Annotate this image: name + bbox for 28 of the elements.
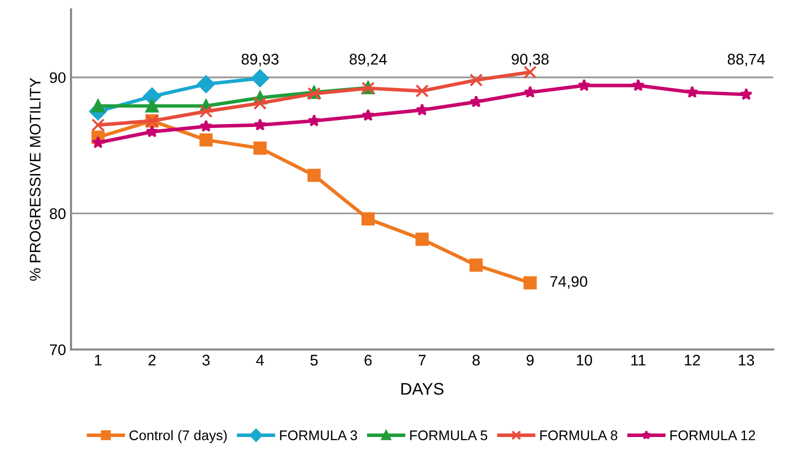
x-tick-label: 13 <box>738 354 754 366</box>
y-tick-label: 90 <box>50 72 66 84</box>
x-tick-label: 12 <box>684 354 700 366</box>
x-tick-label: 11 <box>631 354 646 366</box>
legend-label: FORMULA 12 <box>670 430 756 440</box>
x-tick-label: 10 <box>576 354 592 366</box>
data-label: 90,38 <box>512 54 549 66</box>
x-tick-label: 2 <box>148 354 156 366</box>
x-tick-label: 4 <box>256 354 264 366</box>
data-label: 74,90 <box>550 276 588 289</box>
x-tick-label: 5 <box>310 354 318 366</box>
x-tick-label: 1 <box>94 354 102 366</box>
data-label: 88,74 <box>728 54 765 66</box>
y-axis-title: % PROGRESSIVE MOTILITY <box>30 78 41 281</box>
data-label: 89,24 <box>350 54 387 66</box>
data-label: 89,93 <box>242 54 279 66</box>
legend-label: FORMULA 5 <box>410 430 488 440</box>
x-tick-label: 8 <box>472 354 480 366</box>
x-tick-label: 9 <box>526 354 534 366</box>
x-tick-label: 6 <box>364 354 372 366</box>
legend-label: Control (7 days) <box>129 430 227 443</box>
legend-label: FORMULA 3 <box>280 430 358 440</box>
x-axis-title: DAYS <box>401 382 444 395</box>
y-tick-label: 70 <box>50 344 66 356</box>
x-tick-label: 7 <box>418 354 426 366</box>
y-tick-label: 80 <box>50 208 66 220</box>
legend-label: FORMULA 8 <box>540 430 618 440</box>
x-tick-label: 3 <box>202 354 210 366</box>
